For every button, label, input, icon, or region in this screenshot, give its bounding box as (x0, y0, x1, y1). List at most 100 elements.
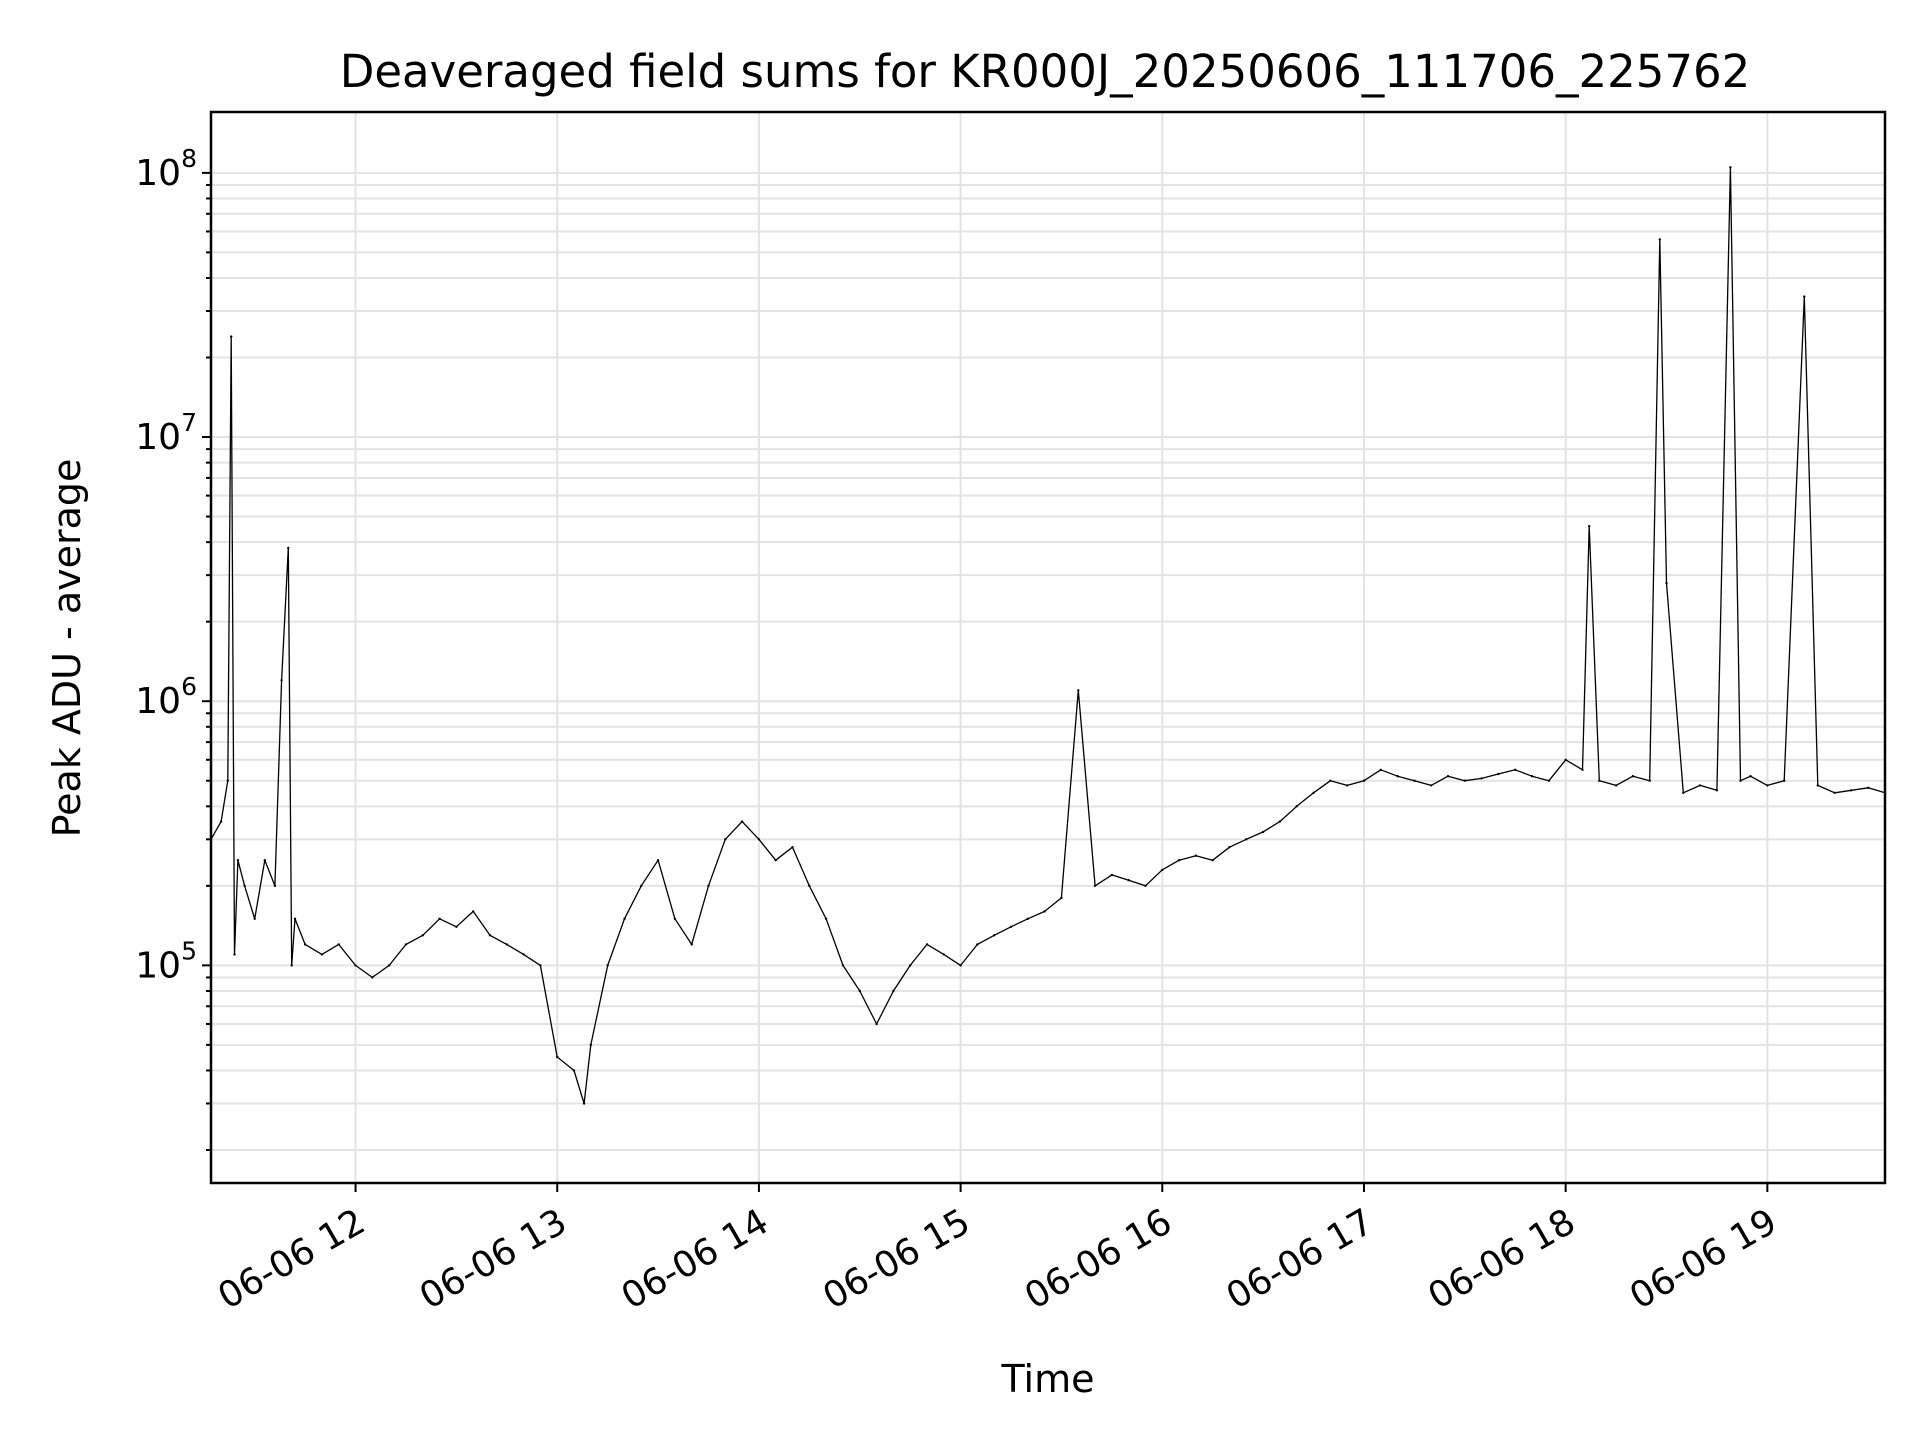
data-point (1867, 786, 1870, 789)
data-point (219, 820, 223, 823)
data-point (273, 884, 277, 887)
data-point (230, 335, 233, 338)
data-point (824, 917, 828, 920)
data-point (582, 1102, 586, 1105)
data-point (1497, 772, 1500, 776)
data-point (404, 943, 408, 946)
y-tick-label: 105 (135, 936, 197, 986)
x-axis-label: Time (1001, 1357, 1095, 1401)
data-point (1598, 779, 1601, 782)
y-tick-label: 107 (135, 408, 197, 458)
data-point (287, 546, 290, 550)
data-point (243, 884, 246, 887)
data-point (1312, 791, 1315, 794)
data-point (1379, 768, 1383, 771)
data-point (858, 989, 861, 993)
data-point (640, 884, 643, 887)
data-point (388, 964, 391, 967)
data-point (1413, 779, 1416, 782)
data-point (253, 917, 256, 920)
data-point (1658, 238, 1662, 241)
y-tick-label-exponent: 8 (181, 144, 197, 173)
data-point (1816, 784, 1820, 787)
data-point (1783, 779, 1786, 782)
data-point (320, 953, 324, 956)
data-point (1144, 884, 1147, 887)
data-point (539, 964, 542, 967)
data-point (1648, 779, 1651, 782)
data-point (875, 1022, 878, 1026)
data-point (1631, 775, 1635, 778)
data-point (236, 859, 240, 862)
data-point (522, 953, 525, 956)
data-point (909, 964, 912, 967)
data-point (1194, 854, 1198, 857)
data-point (1245, 838, 1248, 841)
data-point (1564, 758, 1567, 761)
data-point (303, 943, 307, 946)
data-point (1362, 779, 1366, 782)
data-point (1043, 910, 1046, 913)
data-point (1530, 775, 1534, 778)
data-point (1278, 820, 1282, 823)
y-tick-label-base: 10 (135, 945, 181, 986)
data-point (1729, 166, 1732, 169)
data-point (1514, 768, 1517, 771)
data-point (1346, 784, 1349, 787)
data-point (1614, 784, 1618, 787)
data-point (1396, 775, 1399, 778)
data-point (791, 846, 794, 849)
data-point (1093, 884, 1097, 887)
y-tick-label-base: 10 (135, 681, 181, 722)
data-point (1430, 784, 1433, 787)
data-point (606, 964, 609, 967)
plot-frame (209, 110, 1887, 1185)
data-point (673, 917, 677, 920)
data-point (1295, 805, 1298, 808)
data-point (488, 934, 492, 937)
data-point (740, 820, 744, 823)
data-point (290, 964, 293, 967)
data-point (976, 943, 979, 946)
data-point (1211, 859, 1214, 862)
data-point (505, 943, 508, 946)
data-point (1177, 859, 1181, 862)
data-point (280, 679, 283, 682)
data-point (1739, 779, 1742, 782)
data-point (1749, 775, 1752, 778)
data-point (1329, 779, 1332, 782)
data-point (1547, 779, 1551, 782)
data-point (354, 964, 357, 967)
data-point (993, 934, 996, 937)
data-point (233, 953, 236, 956)
data-point (1682, 791, 1685, 794)
data-point (263, 859, 266, 862)
data-point (1161, 868, 1164, 871)
data-point (438, 917, 441, 920)
data-point (623, 917, 626, 920)
data-point (589, 1043, 592, 1047)
data-point (226, 779, 229, 782)
data-point (1698, 784, 1702, 787)
data-point (1833, 791, 1836, 794)
data-point (1026, 917, 1030, 920)
data-point (757, 838, 761, 841)
data-point (925, 943, 929, 946)
data-point (293, 917, 297, 920)
data-point (808, 884, 811, 887)
data-point (1480, 777, 1483, 780)
y-tick-label: 108 (135, 144, 197, 194)
y-tick-label-exponent: 5 (181, 936, 197, 965)
series-layer (209, 166, 1887, 1105)
data-point (1228, 846, 1231, 849)
data-point (1446, 775, 1450, 778)
grid (211, 112, 1885, 1183)
data-point (455, 925, 458, 928)
data-point (556, 1055, 559, 1059)
data-point (774, 859, 777, 862)
data-point (337, 943, 340, 946)
data-point (1715, 789, 1719, 792)
data-point (421, 934, 424, 937)
